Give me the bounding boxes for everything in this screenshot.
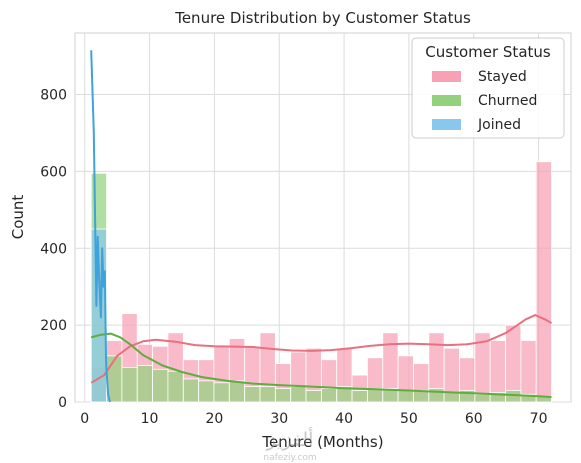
x-tick-label: 40: [335, 411, 353, 427]
x-tick-label: 50: [400, 411, 418, 427]
bar-churned: [320, 388, 338, 403]
bar-churned: [152, 368, 169, 403]
chart-title: Tenure Distribution by Customer Status: [174, 9, 471, 27]
bar-churned: [182, 378, 200, 403]
y-tick-label: 600: [40, 164, 67, 180]
bar-churned: [443, 391, 460, 403]
legend-swatch-stayed: [432, 71, 461, 82]
x-tick-label: 30: [270, 411, 288, 427]
legend-label-joined: Joined: [477, 117, 521, 133]
kde-line-joined: [90, 50, 111, 403]
legend-label-churned: Churned: [478, 93, 537, 109]
y-tick-label: 200: [40, 318, 67, 334]
kde-line-churned: [90, 332, 552, 398]
bar-churned: [305, 390, 322, 403]
y-axis-label: Count: [9, 195, 27, 240]
bar-churned: [259, 386, 276, 403]
legend-title: Customer Status: [425, 43, 551, 61]
bar-churned: [244, 386, 261, 403]
x-tick-label: 20: [205, 411, 223, 427]
bar-churned: [397, 390, 414, 403]
x-tick-label: 60: [465, 411, 483, 427]
x-tick-label: 10: [141, 411, 159, 427]
x-axis-label: Tenure (Months): [261, 433, 383, 451]
bar-churned: [274, 388, 292, 403]
legend-label-stayed: Stayed: [478, 69, 527, 85]
legend: Customer Status Stayed Churned Joined: [411, 37, 565, 139]
bar-stayed: [520, 340, 537, 403]
x-tick-labels: 0 10 20 30 40 50 60 70: [80, 411, 547, 427]
bar-churned: [228, 380, 246, 403]
y-tick-labels: 0 200 400 600 800: [40, 88, 67, 412]
bar-churned: [198, 380, 215, 403]
bar-churned: [136, 365, 154, 403]
legend-box: [411, 37, 565, 139]
x-tick-label: 0: [80, 411, 89, 427]
bar-churned: [167, 370, 184, 403]
bar-stayed: [535, 161, 552, 403]
watermark-subtext: nafeziy.com: [263, 453, 316, 463]
kde-line-stayed: [90, 314, 553, 384]
bar-churned: [121, 367, 138, 403]
legend-swatch-churned: [432, 95, 461, 106]
watermark: ألفزيز nafeziy.com: [263, 427, 316, 463]
kde-lines: [90, 50, 553, 403]
x-tick-label: 70: [530, 411, 548, 427]
y-tick-label: 0: [58, 395, 67, 411]
legend-swatch-joined: [432, 119, 461, 130]
bar-churned: [367, 388, 384, 403]
bar-churned: [290, 386, 307, 403]
y-tick-label: 800: [40, 88, 67, 104]
watermark-logo-text: ألفزيز: [266, 427, 314, 451]
bar-churned: [351, 390, 368, 403]
bar-churned: [213, 382, 230, 403]
y-tick-label: 400: [40, 241, 67, 257]
bar-churned: [474, 393, 491, 403]
